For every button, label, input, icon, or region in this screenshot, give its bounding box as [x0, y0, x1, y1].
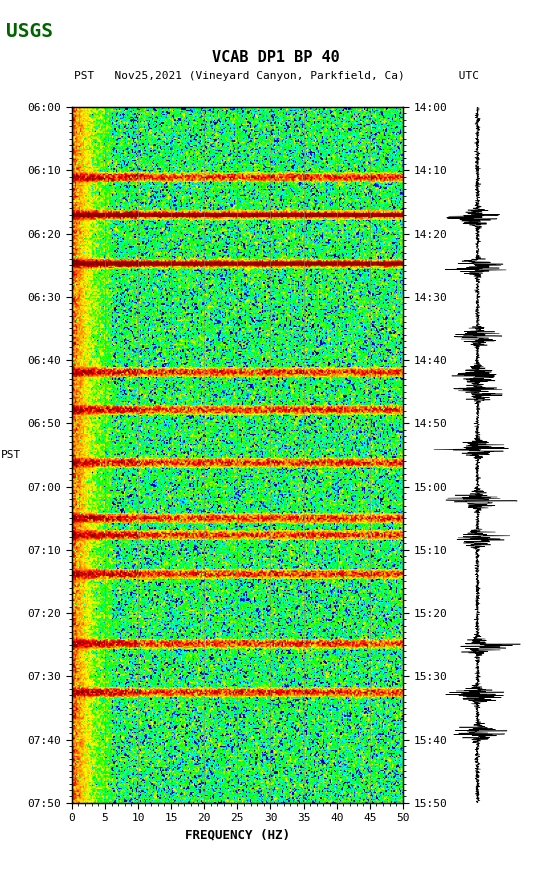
Text: PST: PST — [1, 450, 21, 460]
X-axis label: FREQUENCY (HZ): FREQUENCY (HZ) — [185, 829, 290, 842]
Text: PST   Nov25,2021 (Vineyard Canyon, Parkfield, Ca)        UTC: PST Nov25,2021 (Vineyard Canyon, Parkfie… — [73, 70, 479, 81]
Text: USGS: USGS — [6, 22, 52, 41]
Text: VCAB DP1 BP 40: VCAB DP1 BP 40 — [212, 51, 340, 65]
